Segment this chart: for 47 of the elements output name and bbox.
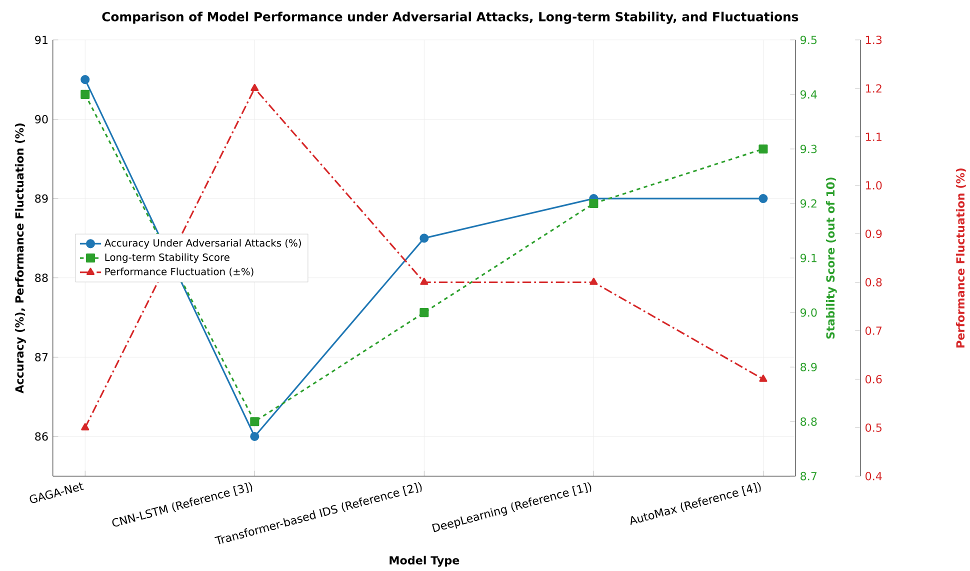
y-tick-label: 86 — [35, 432, 48, 441]
y3-tick-label: 0.9 — [866, 230, 882, 238]
point — [590, 278, 598, 285]
point — [759, 374, 768, 382]
point — [758, 144, 768, 154]
y2-tick-label: 9.0 — [800, 308, 817, 317]
y-tick-label: 87 — [35, 353, 48, 362]
point — [420, 278, 428, 285]
y2-tick-label: 9.4 — [800, 90, 817, 99]
y-tick-label: 88 — [35, 274, 48, 282]
point — [250, 84, 259, 92]
y3-tick-label: 0.7 — [866, 326, 882, 336]
legend-label: Long-term Stability Score — [105, 253, 230, 263]
y2-tick-label: 8.7 — [800, 472, 817, 480]
point — [589, 199, 598, 208]
y-tick-label: 90 — [35, 115, 48, 124]
y3-tick-label: 1.1 — [866, 132, 882, 141]
y3-tick-label: 1.3 — [866, 36, 882, 44]
x-axis-title: Model Type — [390, 556, 460, 567]
y3-tick-label: 0.8 — [866, 278, 882, 287]
y-axis-title: Accuracy (%), Performance Fluctuation (%) — [15, 124, 26, 394]
point — [758, 194, 768, 204]
point — [81, 423, 90, 430]
y3-tick-label: 1.0 — [866, 181, 882, 190]
point — [250, 432, 260, 442]
y3-tick-label: 0.4 — [866, 472, 882, 480]
point — [80, 75, 90, 84]
point — [250, 417, 260, 426]
y3-tick-label: 0.6 — [866, 375, 882, 384]
y2-axis-title: Stability Score (out of 10) — [826, 178, 837, 339]
point — [420, 234, 429, 243]
y-tick-label: 89 — [35, 194, 48, 203]
y3-tick-label: 0.5 — [866, 424, 882, 432]
y2-tick-label: 9.2 — [800, 199, 816, 208]
legend-label: Accuracy Under Adversarial Attacks (%) — [104, 239, 301, 249]
legend-label: Performance Fluctuation (±%) — [105, 268, 254, 277]
chart-title: Comparison of Model Performance under Adversarial Attacks, Long-term Stability, and Fluctuations — [102, 12, 798, 24]
y3-tick-label: 1.2 — [866, 84, 882, 93]
y2-tick-label: 8.8 — [800, 417, 817, 426]
y2-tick-label: 9.5 — [800, 36, 817, 44]
point — [80, 90, 90, 100]
y2-tick-label: 9.3 — [800, 144, 817, 154]
y-tick-label: 91 — [35, 36, 48, 44]
y2-tick-label: 8.9 — [800, 362, 817, 372]
point — [420, 308, 429, 318]
y3-axis-title: Performance Fluctuation (%) — [956, 168, 966, 348]
y2-tick-label: 9.1 — [800, 254, 816, 262]
